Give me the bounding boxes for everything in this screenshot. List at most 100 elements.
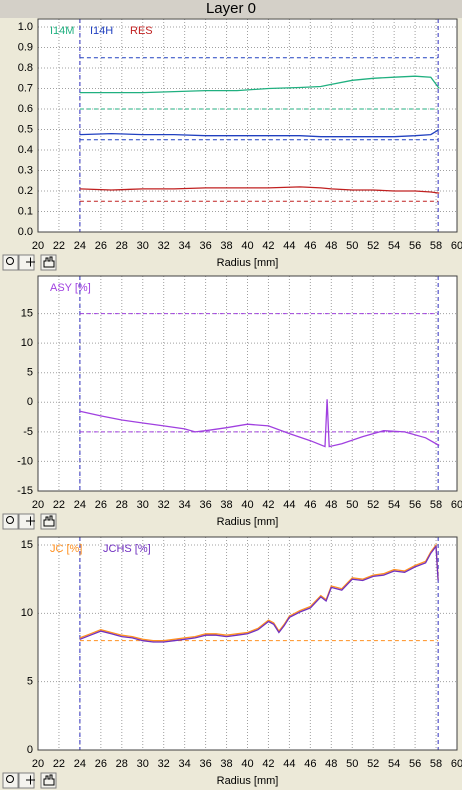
- x-tick-label: 58: [430, 499, 442, 511]
- x-tick-label: 26: [95, 240, 107, 252]
- x-tick-label: 30: [137, 758, 149, 770]
- legend-entry: JC [%]: [50, 543, 82, 555]
- plot-frame: [37, 18, 458, 233]
- x-tick-label: 60: [451, 240, 462, 252]
- x-tick-label: 56: [409, 758, 421, 770]
- x-tick-label: 34: [179, 758, 191, 770]
- x-tick-label: 46: [304, 240, 316, 252]
- legend-entry: I14H: [90, 25, 113, 37]
- window-title: Layer 0: [206, 0, 256, 17]
- y-tick-label: 0.9: [18, 41, 33, 53]
- x-tick-label: 52: [367, 758, 379, 770]
- x-tick-label: 46: [304, 758, 316, 770]
- x-tick-label: 20: [32, 499, 44, 511]
- x-tick-label: 32: [158, 499, 170, 511]
- y-tick-label: 0.2: [18, 185, 33, 197]
- legend-entry: ASY [%]: [50, 282, 91, 294]
- x-tick-label: 36: [199, 758, 211, 770]
- x-tick-label: 40: [241, 758, 253, 770]
- zoom-icon: [6, 775, 14, 783]
- zoom-icon: [6, 257, 14, 265]
- x-tick-label: 58: [430, 758, 442, 770]
- x-tick-label: 54: [388, 240, 400, 252]
- x-tick-label: 38: [220, 758, 232, 770]
- y-tick-label: 15: [21, 539, 33, 551]
- x-tick-label: 36: [199, 499, 211, 511]
- y-tick-label: -15: [17, 485, 33, 497]
- x-tick-label: 58: [430, 240, 442, 252]
- zoom-icon: [6, 516, 14, 524]
- hand-icon: [43, 774, 55, 786]
- x-tick-label: 30: [137, 240, 149, 252]
- x-tick-label: 48: [325, 758, 337, 770]
- y-tick-label: 1.0: [18, 21, 33, 33]
- y-tick-label: 0.1: [18, 205, 33, 217]
- x-tick-label: 54: [388, 758, 400, 770]
- x-tick-label: 56: [409, 499, 421, 511]
- x-tick-label: 24: [74, 499, 86, 511]
- y-tick-label: 10: [21, 607, 33, 619]
- x-tick-label: 22: [53, 240, 65, 252]
- x-tick-label: 36: [199, 240, 211, 252]
- x-tick-label: 60: [451, 758, 462, 770]
- x-tick-label: 22: [53, 758, 65, 770]
- x-tick-label: 20: [32, 758, 44, 770]
- y-tick-label: 0.0: [18, 226, 33, 238]
- plot-frame: [37, 536, 458, 751]
- x-tick-label: 34: [179, 240, 191, 252]
- x-tick-label: 28: [116, 499, 128, 511]
- plot-area: [38, 276, 457, 491]
- y-tick-label: -10: [17, 455, 33, 467]
- x-tick-label: 32: [158, 240, 170, 252]
- x-tick-label: 48: [325, 499, 337, 511]
- x-tick-label: 40: [241, 240, 253, 252]
- legend-entry: RES: [130, 25, 153, 37]
- y-tick-label: 0.7: [18, 82, 33, 94]
- pan-icon: [26, 516, 35, 526]
- x-tick-label: 52: [367, 240, 379, 252]
- x-axis-label: Radius [mm]: [217, 516, 279, 528]
- x-tick-label: 28: [116, 758, 128, 770]
- series-line: [79, 128, 440, 138]
- x-tick-label: 42: [262, 240, 274, 252]
- y-tick-label: 5: [27, 676, 33, 688]
- x-tick-label: 50: [346, 240, 358, 252]
- y-tick-label: 0.8: [18, 62, 33, 74]
- x-tick-label: 44: [283, 758, 295, 770]
- y-tick-label: 15: [21, 307, 33, 319]
- x-tick-label: 20: [32, 240, 44, 252]
- x-tick-label: 48: [325, 240, 337, 252]
- x-tick-label: 50: [346, 499, 358, 511]
- x-tick-label: 54: [388, 499, 400, 511]
- x-tick-label: 56: [409, 240, 421, 252]
- y-tick-label: 0.3: [18, 164, 33, 176]
- x-tick-label: 26: [95, 499, 107, 511]
- x-tick-label: 44: [283, 499, 295, 511]
- x-tick-label: 38: [220, 240, 232, 252]
- series-line: [79, 399, 440, 448]
- x-tick-label: 24: [74, 758, 86, 770]
- series-line: [79, 186, 440, 194]
- series-line: [79, 75, 440, 94]
- y-tick-label: 10: [21, 337, 33, 349]
- x-tick-label: 34: [179, 499, 191, 511]
- x-tick-label: 44: [283, 240, 295, 252]
- x-tick-label: 50: [346, 758, 358, 770]
- hand-icon: [43, 256, 55, 268]
- x-tick-label: 38: [220, 499, 232, 511]
- y-tick-label: 0.4: [18, 144, 33, 156]
- y-tick-label: 0: [27, 744, 33, 756]
- y-tick-label: 0.5: [18, 123, 33, 135]
- legend-entry: I14M: [50, 25, 74, 37]
- plot-frame: [37, 275, 458, 492]
- x-tick-label: 32: [158, 758, 170, 770]
- x-axis-label: Radius [mm]: [217, 257, 279, 269]
- title-bar: [0, 0, 462, 18]
- x-tick-label: 22: [53, 499, 65, 511]
- y-tick-label: 0.6: [18, 103, 33, 115]
- plot-area: [38, 537, 457, 750]
- x-tick-label: 24: [74, 240, 86, 252]
- y-tick-label: 0: [27, 396, 33, 408]
- legend-entry: JCHS [%]: [103, 543, 151, 555]
